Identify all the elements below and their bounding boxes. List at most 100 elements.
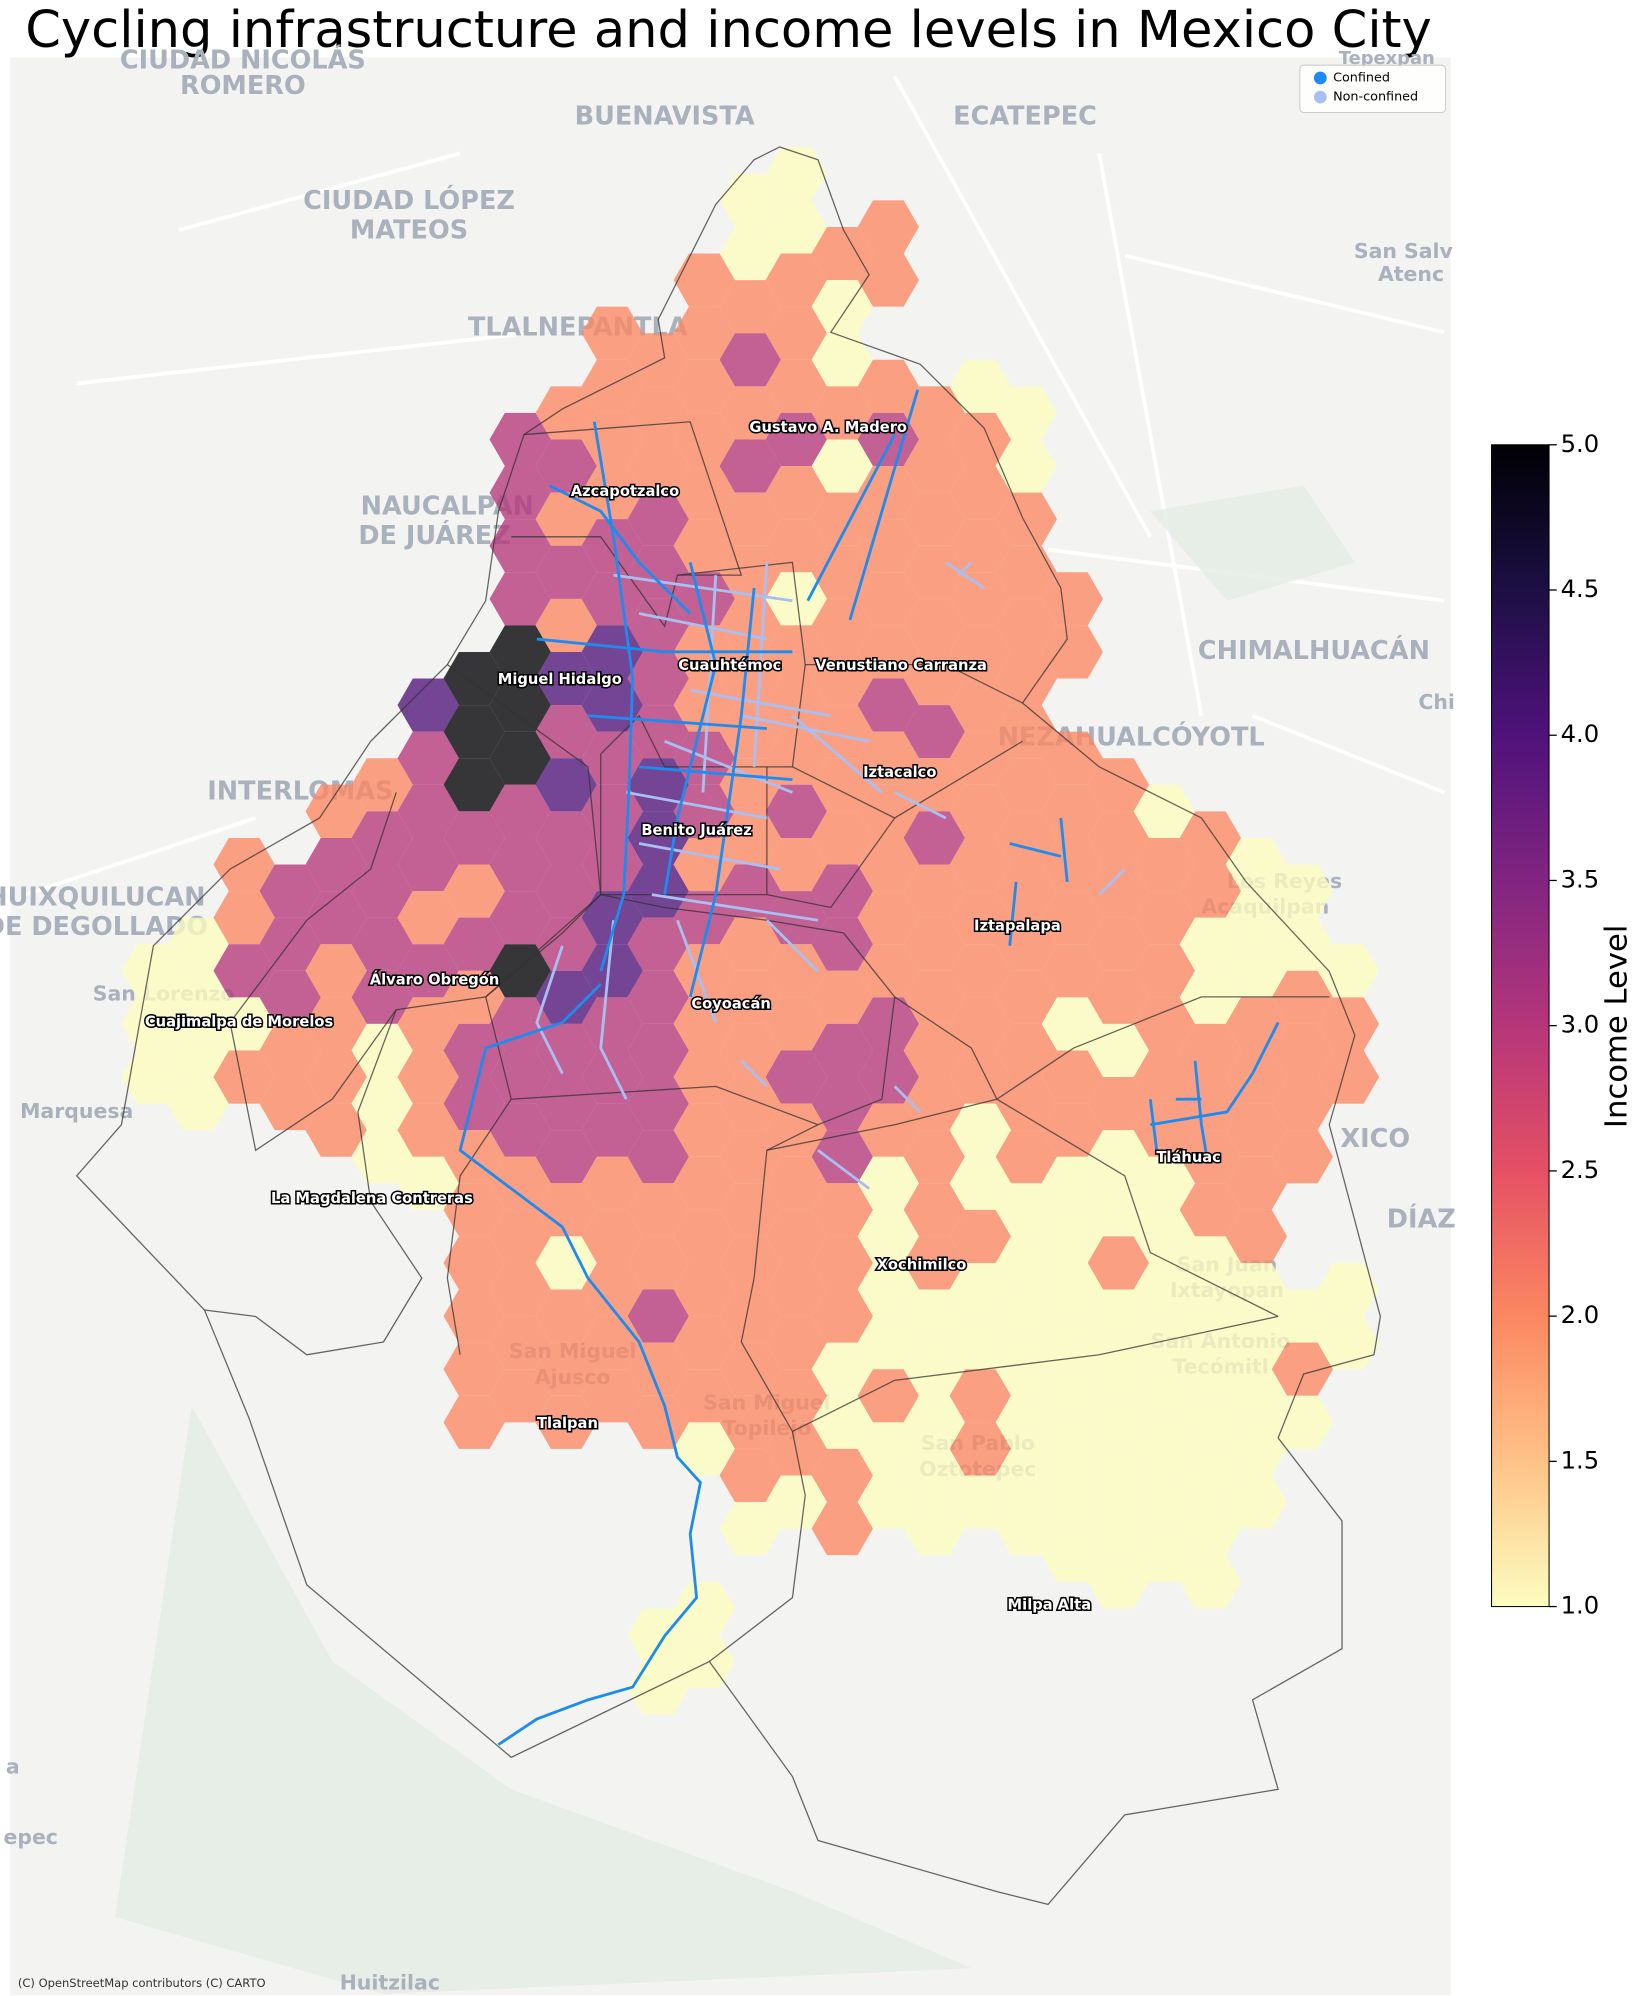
income-hex <box>995 386 1058 440</box>
income-hex <box>489 1316 551 1370</box>
basemap-label: ECATEPEC <box>953 102 1097 132</box>
income-hex <box>903 1183 965 1237</box>
income-hex <box>443 705 505 759</box>
income-hex <box>1225 1422 1288 1476</box>
legend-marker <box>1313 71 1327 85</box>
income-hex <box>1041 997 1104 1051</box>
attribution: (C) OpenStreetMap contributors (C) CARTO <box>18 1976 266 1990</box>
colorbar-tick-label: 1.0 <box>1561 1591 1600 1620</box>
income-hex <box>213 837 275 892</box>
income-hex <box>673 1581 735 1635</box>
income-hex <box>489 891 551 945</box>
income-hex <box>1041 625 1104 679</box>
income-hex <box>489 731 551 785</box>
district-labels: Gustavo A. Madero Azcapotzalco Miguel Hida… <box>143 418 1222 1615</box>
income-hex <box>903 1130 965 1184</box>
income-hex <box>857 1316 919 1370</box>
district-label: Álvaro Obregón <box>370 970 500 988</box>
income-hex <box>1271 1077 1334 1131</box>
income-hex <box>1225 1209 1288 1263</box>
income-hex <box>719 917 781 971</box>
income-hex <box>1133 1422 1196 1476</box>
income-hex <box>259 970 321 1024</box>
income-hex <box>673 1156 735 1210</box>
income-hex <box>719 439 781 493</box>
non-confined-lane <box>701 575 718 793</box>
income-hex <box>627 1023 689 1078</box>
income-hex <box>811 1236 873 1290</box>
income-hex <box>903 439 965 493</box>
income-hex <box>535 1023 597 1078</box>
income-hex <box>673 306 735 360</box>
non-confined-lane <box>535 945 564 1075</box>
income-hex <box>857 891 919 945</box>
income-hex <box>719 705 781 759</box>
income-hex <box>443 1077 505 1131</box>
income-hex <box>1041 1050 1104 1104</box>
income-hex <box>995 598 1058 652</box>
income-hex <box>1179 1502 1242 1556</box>
income-hex <box>535 1342 597 1396</box>
income-hex <box>1087 1023 1150 1078</box>
income-hex <box>1041 572 1104 626</box>
income-hex <box>443 811 505 865</box>
income-hex <box>1179 864 1242 918</box>
income-hex <box>581 1103 643 1157</box>
map-title: Cycling infrastructure and income levels… <box>25 1 1432 60</box>
income-hex <box>581 731 643 785</box>
income-hex <box>489 466 551 520</box>
income-hex <box>1041 1528 1104 1582</box>
income-hex <box>857 1209 919 1263</box>
income-hex <box>765 625 827 679</box>
income-hex <box>1179 1289 1242 1343</box>
income-hex <box>673 359 735 413</box>
district-label: Tlalpan <box>537 1415 598 1432</box>
income-hex <box>857 1475 919 1529</box>
income-hex <box>719 651 781 706</box>
income-hex <box>765 466 827 520</box>
income-hex <box>489 1262 551 1317</box>
income-hex <box>673 784 735 838</box>
income-hex <box>811 545 873 599</box>
income-hex <box>995 1342 1058 1396</box>
income-hex <box>489 519 551 573</box>
income-hex <box>765 1050 827 1104</box>
income-hex <box>811 333 873 387</box>
income-hex <box>627 1289 689 1343</box>
non-confined-lane <box>893 1085 922 1113</box>
income-hex <box>351 1023 413 1078</box>
district-label: Milpa Alta <box>1008 1596 1092 1613</box>
income-hex <box>443 1289 505 1343</box>
income-hex <box>627 492 689 546</box>
income-hex <box>765 678 827 732</box>
confined-lane <box>1148 1097 1210 1164</box>
income-hex <box>949 1209 1011 1263</box>
income-hex <box>1133 1156 1196 1210</box>
income-hex <box>949 1422 1011 1476</box>
basemap-label: epec <box>3 1825 57 1849</box>
income-hex <box>811 1077 873 1131</box>
income-hex <box>995 651 1058 706</box>
basemap-label: HUIXQUILUCAN <box>0 883 206 913</box>
income-hex <box>1179 811 1242 865</box>
income-hex <box>581 306 643 360</box>
district-label: Miguel Hidalgo <box>498 671 622 688</box>
income-hex <box>1317 1050 1380 1104</box>
income-hex <box>1041 1209 1104 1263</box>
income-hex <box>443 1183 505 1237</box>
income-hex <box>949 466 1011 520</box>
income-hex <box>765 200 827 254</box>
legend-frame <box>1299 64 1447 113</box>
income-hex <box>673 412 735 467</box>
income-hex <box>903 970 965 1024</box>
confined-lane <box>536 637 793 654</box>
income-hex <box>765 731 827 785</box>
income-hex <box>397 944 459 998</box>
income-hex <box>443 864 505 918</box>
income-hex <box>627 1661 689 1715</box>
colorbar-tick-label: 3.5 <box>1561 864 1600 893</box>
income-hex <box>535 492 597 546</box>
basemap-label: a <box>6 1755 20 1779</box>
income-hex <box>627 864 689 918</box>
income-hex <box>903 1395 965 1449</box>
